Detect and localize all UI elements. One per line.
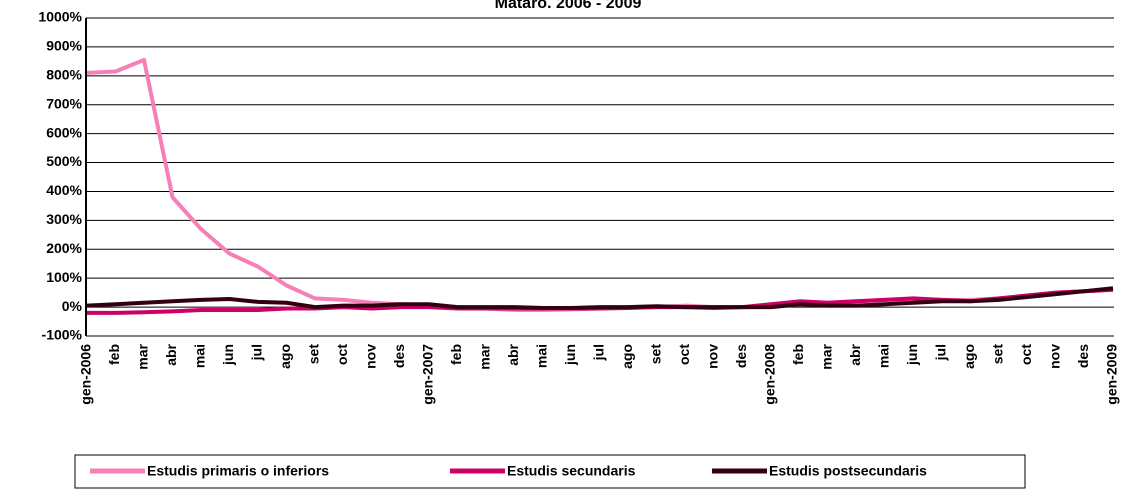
x-tick-label: des xyxy=(1075,344,1091,368)
y-tick-label: 700% xyxy=(46,95,82,111)
x-tick-label: mar xyxy=(819,343,835,369)
y-tick-label: 100% xyxy=(46,269,82,285)
legend xyxy=(74,454,1026,489)
x-tick-label: jul xyxy=(591,344,607,361)
x-tick-label: des xyxy=(391,344,407,368)
x-tick-label: ago xyxy=(619,344,635,369)
y-tick-label: 400% xyxy=(46,182,82,198)
y-tick-label: 0% xyxy=(62,298,83,314)
x-tick-label: mai xyxy=(192,344,208,368)
x-tick-label: mar xyxy=(477,343,493,369)
x-tick-label: jul xyxy=(249,344,265,361)
x-tick-label: abr xyxy=(163,343,179,365)
x-tick-label: mai xyxy=(534,344,550,368)
x-tick-label: nov xyxy=(1047,344,1063,369)
y-tick-label: -100% xyxy=(42,327,83,343)
x-tick-label: ago xyxy=(277,344,293,369)
y-tick-label: 600% xyxy=(46,124,82,140)
series-line xyxy=(86,57,1114,312)
x-tick-label: jun xyxy=(562,344,578,366)
legend-label: Estudis secundaris xyxy=(507,463,636,479)
x-tick-label: jun xyxy=(904,344,920,366)
x-tick-label: gen-2008 xyxy=(762,344,778,405)
x-tick-label: feb xyxy=(448,344,464,365)
x-tick-label: gen-2006 xyxy=(78,344,94,405)
legend-label: Estudis postsecundaris xyxy=(769,463,927,479)
x-tick-label: feb xyxy=(790,344,806,365)
x-tick-label: set xyxy=(990,344,1006,365)
x-tick-label: nov xyxy=(705,344,721,369)
y-tick-label: 300% xyxy=(46,211,82,227)
x-tick-label: abr xyxy=(505,343,521,365)
x-tick-label: oct xyxy=(334,344,350,365)
x-tick-label: oct xyxy=(676,344,692,365)
x-tick-label: set xyxy=(306,344,322,365)
x-tick-label: mai xyxy=(876,344,892,368)
x-tick-label: gen-2009 xyxy=(1104,344,1120,405)
y-tick-label: 500% xyxy=(46,153,82,169)
x-tick-label: abr xyxy=(847,343,863,365)
x-tick-label: nov xyxy=(363,344,379,369)
y-tick-label: 1000% xyxy=(38,9,82,25)
x-tick-label: jul xyxy=(933,344,949,361)
legend-label: Estudis primaris o inferiors xyxy=(147,463,329,479)
x-tick-label: mar xyxy=(135,343,151,369)
x-tick-label: gen-2007 xyxy=(420,344,436,405)
x-tick-label: oct xyxy=(1018,344,1034,365)
y-tick-label: 800% xyxy=(46,67,82,83)
x-tick-label: ago xyxy=(961,344,977,369)
x-tick-label: des xyxy=(733,344,749,368)
series-line xyxy=(86,286,1114,310)
chart-title: Mataró. 2006 - 2009 xyxy=(495,0,642,12)
x-tick-label: jun xyxy=(220,344,236,366)
y-tick-label: 900% xyxy=(46,38,82,54)
x-tick-label: feb xyxy=(106,344,122,365)
y-tick-label: 200% xyxy=(46,240,82,256)
x-tick-label: set xyxy=(648,344,664,365)
